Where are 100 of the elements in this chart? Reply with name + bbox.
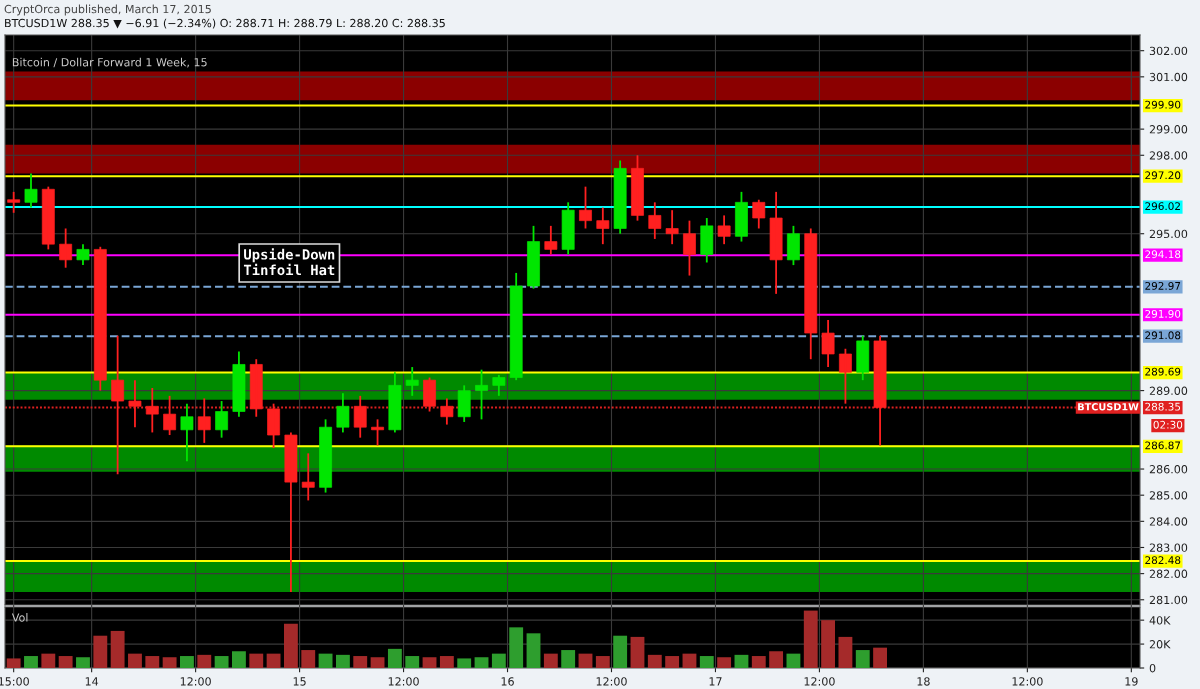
candlestick xyxy=(527,224,540,290)
y-tick-label: 302.00 xyxy=(1149,46,1188,56)
text: Bitcoin / Dollar Forward 1 Week, 15 xyxy=(12,57,207,68)
candlestick xyxy=(700,217,714,264)
candlestick xyxy=(475,368,488,421)
candlestick xyxy=(336,392,350,434)
bar xyxy=(682,653,697,668)
y-tick-label: 20K xyxy=(1149,640,1171,649)
bar xyxy=(439,656,454,668)
bar xyxy=(474,657,489,668)
bar xyxy=(145,656,160,668)
x-tick-label: 19 xyxy=(1125,677,1138,686)
annotation: Upside-Down Tinfoil Hat xyxy=(243,248,335,276)
candlestick xyxy=(561,201,575,256)
bar xyxy=(717,657,732,668)
candlestick xyxy=(544,224,558,256)
bar xyxy=(301,650,316,668)
bar xyxy=(180,656,194,668)
bar xyxy=(561,650,576,668)
annotation: BTCUSD1W xyxy=(1078,403,1139,411)
candlestick xyxy=(76,243,90,266)
bar xyxy=(6,658,21,668)
bar xyxy=(873,647,888,668)
ref-line-label: 289.69 xyxy=(1145,367,1181,376)
bar xyxy=(214,656,229,668)
bar xyxy=(24,656,38,668)
x-tick-label: 12:00 xyxy=(180,677,211,686)
bar xyxy=(595,656,610,668)
chart-subtitle: BTCUSD1W 288.35 ▼ −6.91 (−2.34%) O: 288.71 H: 288.79 L: 288.20 C: 288.35 xyxy=(5,18,445,29)
candlestick xyxy=(319,418,332,494)
candlestick xyxy=(665,209,679,246)
bar xyxy=(613,635,628,668)
ref-line-label: 291.08 xyxy=(1145,331,1181,340)
bar xyxy=(335,654,350,668)
y-tick-label: 299.00 xyxy=(1149,125,1188,134)
y-tick-label: 285.00 xyxy=(1149,491,1188,500)
candlestick xyxy=(405,366,419,397)
bar xyxy=(232,651,246,668)
candlestick xyxy=(648,201,662,240)
candlestick xyxy=(440,397,454,426)
bar xyxy=(353,656,368,668)
ref-line-label: 294.18 xyxy=(1145,250,1181,259)
candlestick xyxy=(232,350,246,418)
text: CryptOrca published, March 17, 2015 xyxy=(4,4,211,16)
y-tick-label: 289.00 xyxy=(1149,386,1188,395)
y-tick-label: 301.00 xyxy=(1149,72,1188,82)
y-tick-label: 284.00 xyxy=(1149,517,1188,526)
bar xyxy=(699,656,714,668)
candlestick xyxy=(128,379,142,429)
candlestick xyxy=(873,334,887,447)
candlestick xyxy=(267,402,280,450)
ref-line-label: 291.90 xyxy=(1145,309,1181,318)
y-tick-label: 298.00 xyxy=(1149,151,1188,160)
bar xyxy=(786,653,801,668)
candlestick xyxy=(717,214,731,246)
candlestick xyxy=(111,334,125,476)
bar xyxy=(647,654,662,668)
bar xyxy=(422,657,437,668)
x-tick-label: 12:00 xyxy=(1012,677,1043,686)
y-tick-label: 281.00 xyxy=(1149,595,1188,605)
candlestick xyxy=(145,387,159,434)
bar xyxy=(491,653,506,668)
bar xyxy=(543,653,558,668)
bar xyxy=(509,627,524,668)
bar xyxy=(162,657,177,668)
ref-line-label: 299.90 xyxy=(1145,100,1181,109)
candlestick xyxy=(596,206,610,246)
bar xyxy=(370,657,385,668)
y-tick-label: 295.00 xyxy=(1149,229,1188,239)
y-tick-label: 282.00 xyxy=(1149,569,1188,578)
x-tick-label: 12:00 xyxy=(596,677,627,686)
candlestick xyxy=(839,347,852,405)
x-tick-label: 16 xyxy=(501,677,514,686)
bar xyxy=(387,648,402,668)
candlestick xyxy=(769,190,783,295)
candlestick xyxy=(683,219,696,277)
ref-line-label: 296.02 xyxy=(1145,202,1180,211)
bar xyxy=(128,653,142,668)
candlestick xyxy=(24,172,38,209)
candlestick xyxy=(821,319,835,368)
candlestick xyxy=(787,224,800,266)
x-tick-label: 17 xyxy=(709,677,722,686)
bar xyxy=(578,653,593,668)
candlestick xyxy=(613,159,627,235)
bar xyxy=(93,635,108,668)
bar xyxy=(457,658,472,668)
bar xyxy=(197,654,212,668)
bar xyxy=(41,653,56,668)
candlestick xyxy=(631,154,644,222)
bar xyxy=(630,636,645,668)
bar xyxy=(249,653,264,668)
bar xyxy=(110,630,125,668)
candlestick xyxy=(492,374,506,397)
bar xyxy=(318,653,333,668)
bar xyxy=(58,656,73,668)
ref-line-label: 288.35 xyxy=(1145,402,1181,411)
candlestick xyxy=(457,384,471,423)
y-tick-label: 40K xyxy=(1149,616,1171,625)
candlestick xyxy=(579,185,592,230)
y-tick-label: 286.00 xyxy=(1149,465,1188,474)
